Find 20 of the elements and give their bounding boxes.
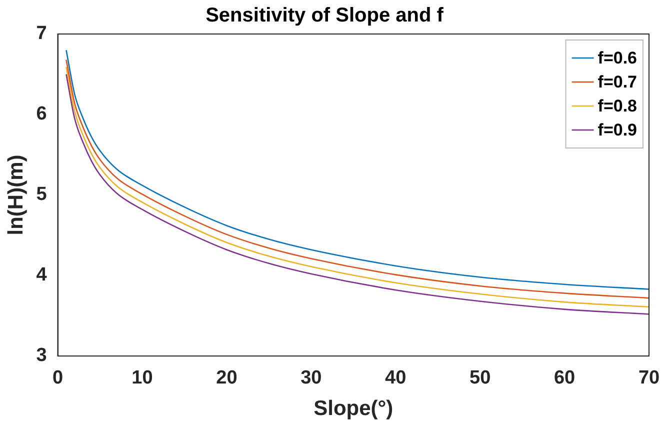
x-tick-label: 50: [470, 368, 491, 389]
y-tick-label: 5: [36, 184, 48, 206]
x-tick-label: 30: [300, 368, 322, 389]
legend-label: f=0.7: [598, 72, 638, 92]
y-tick-label: 7: [36, 23, 47, 44]
x-tick-label: 20: [216, 368, 238, 389]
legend-label: f=0.9: [598, 120, 638, 140]
legend-label: f=0.8: [598, 96, 638, 116]
x-tick-label: 10: [132, 368, 153, 389]
legend-label: f=0.6: [598, 48, 638, 68]
x-tick-label: 70: [638, 368, 660, 389]
x-tick-label: 0: [52, 368, 64, 389]
y-tick-label: 3: [36, 345, 47, 366]
x-axis-title: Slope(°): [314, 397, 394, 420]
y-axis-title: ln(H)(m): [4, 154, 28, 236]
x-tick-label: 40: [385, 368, 406, 389]
y-tick-label: 4: [36, 264, 48, 286]
y-tick-label: 6: [36, 104, 47, 125]
chart-title: Sensitivity of Slope and f: [206, 4, 444, 27]
x-tick-label: 60: [554, 368, 576, 389]
